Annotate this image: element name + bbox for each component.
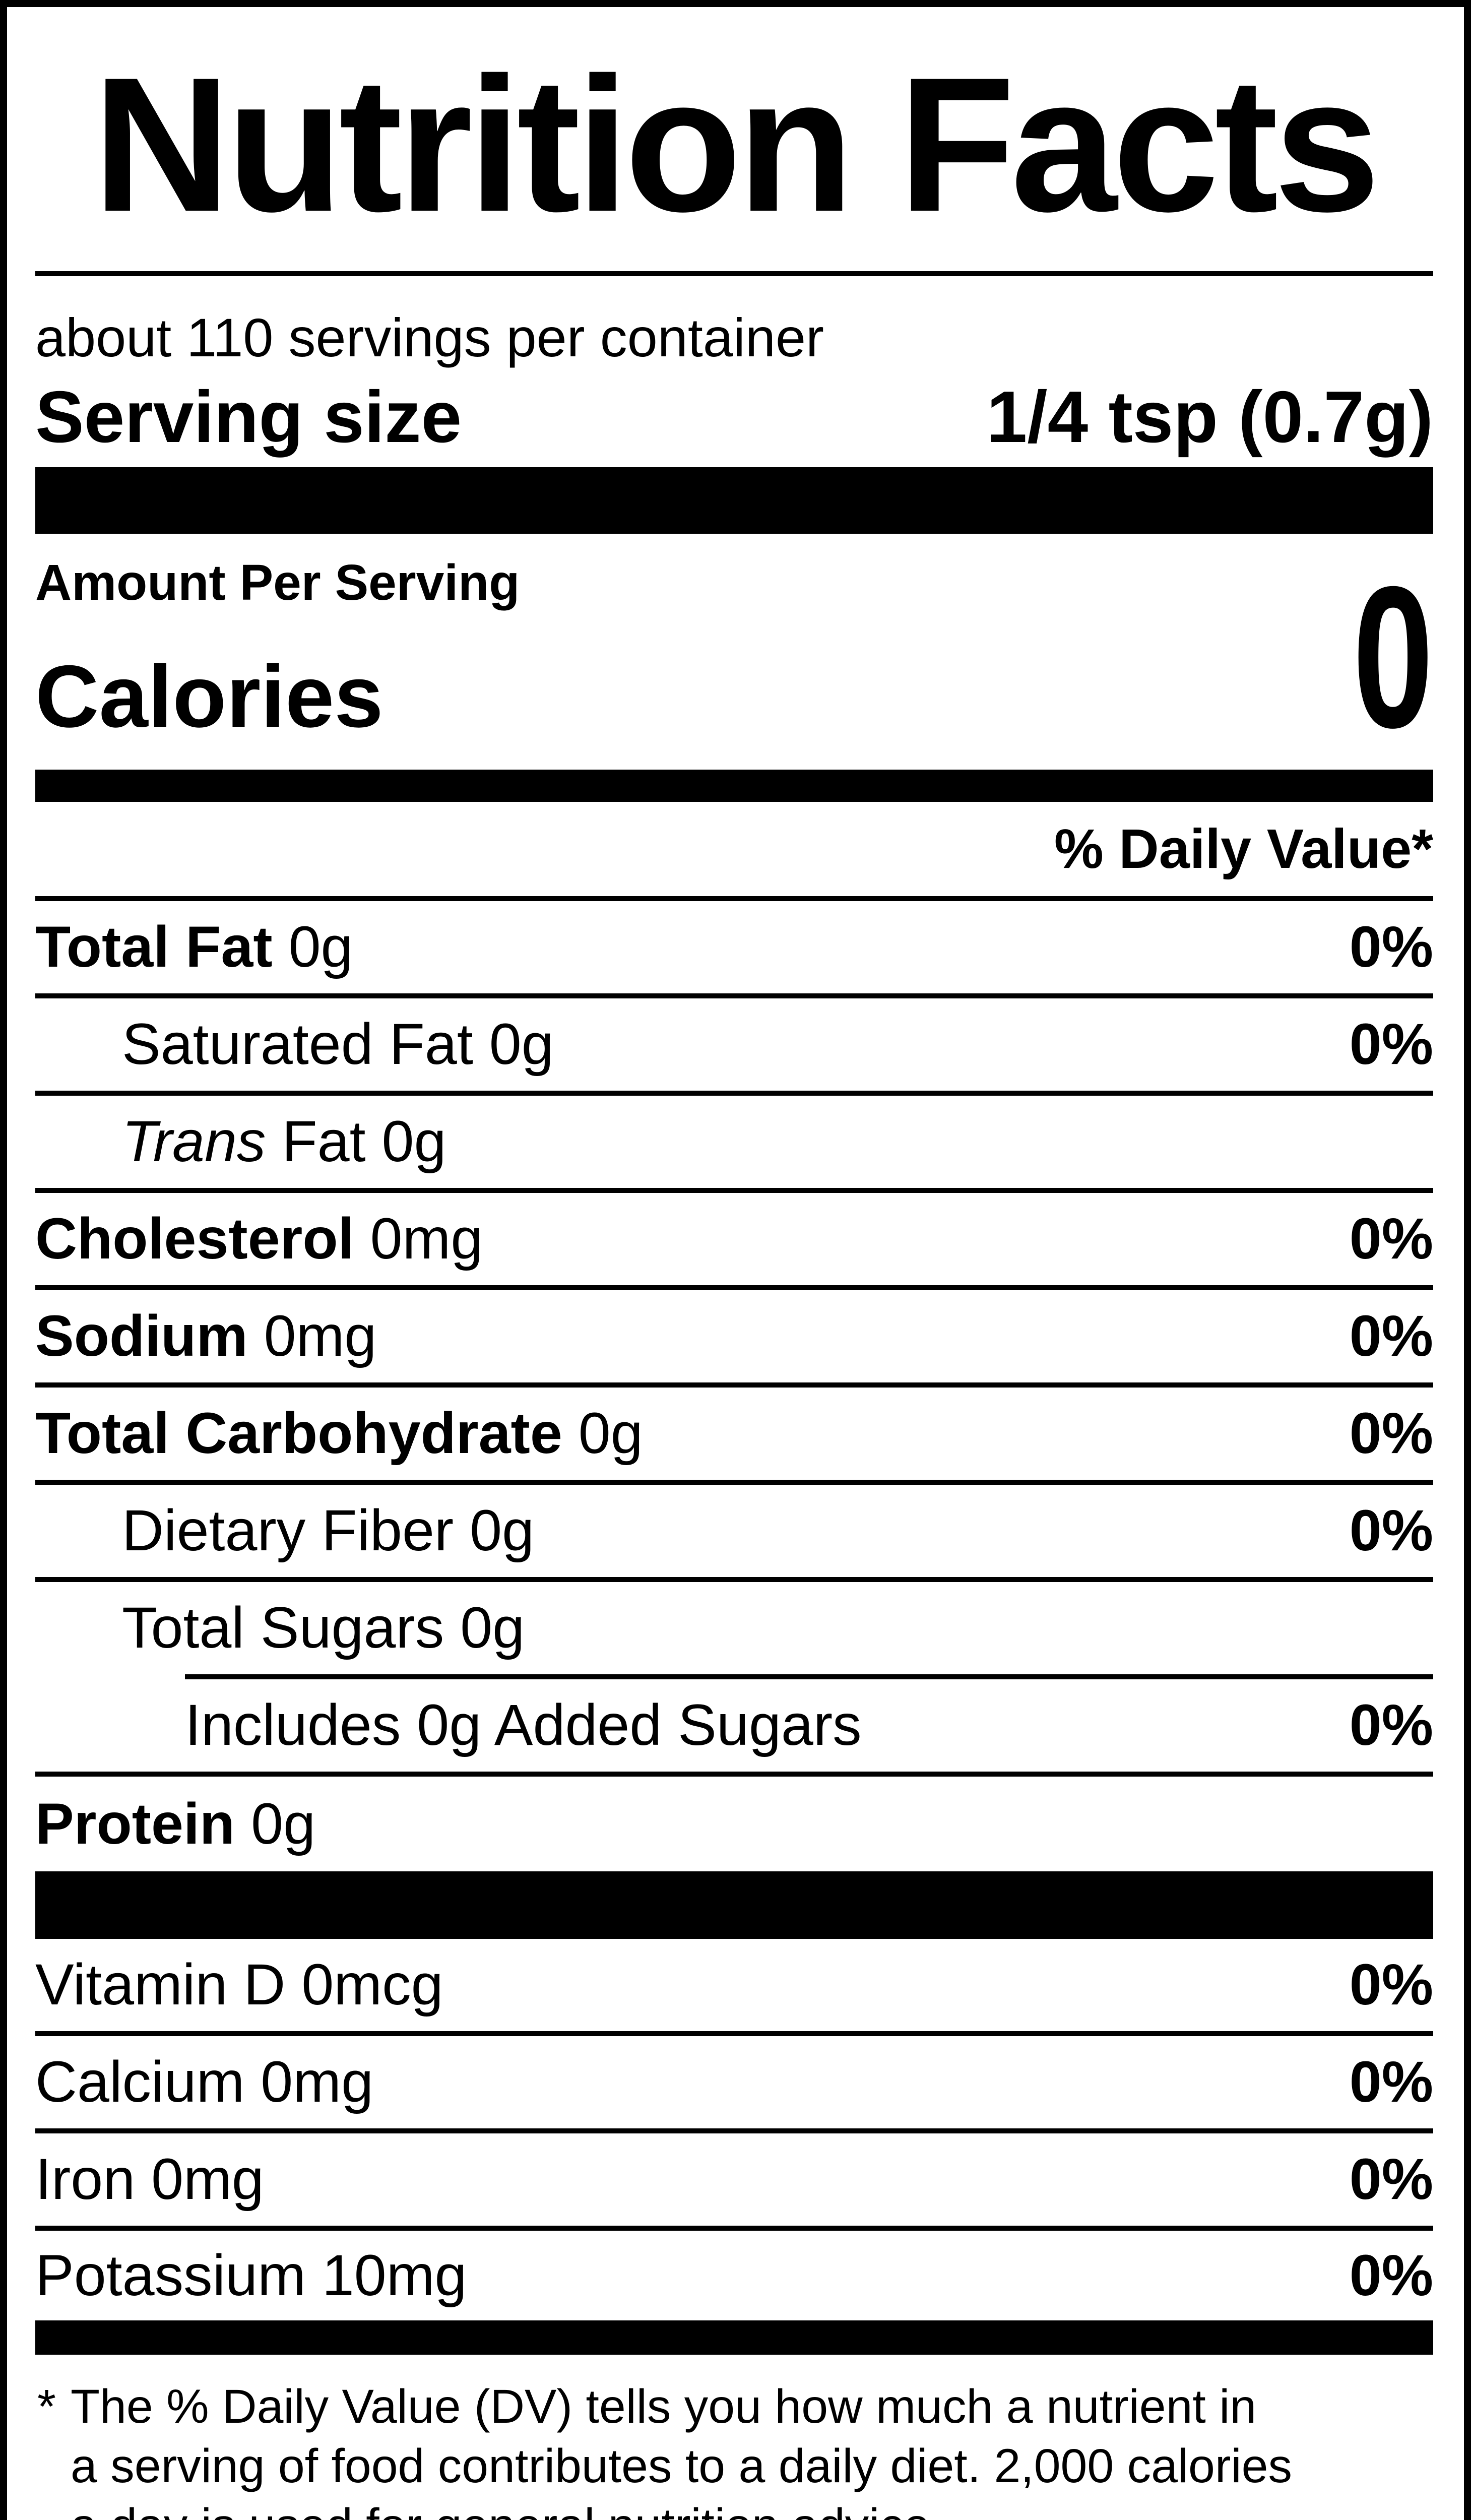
serving-size-value: 1/4 tsp (0.7g)	[986, 376, 1433, 458]
nutrient-name: Total Sugars 0g	[122, 1596, 525, 1660]
nutrient-row: Protein 0g	[35, 1777, 1433, 1871]
vitamin-pct: 0%	[1349, 2147, 1433, 2212]
vitamin-name: Calcium 0mg	[35, 2050, 374, 2114]
vitamin-pct: 0%	[1349, 2243, 1433, 2308]
daily-value-header: % Daily Value*	[35, 802, 1433, 901]
serving-size-label: Serving size	[35, 376, 462, 458]
nutrient-name: Sodium 0mg	[35, 1304, 377, 1368]
nutrient-row: Total Sugars 0g	[35, 1582, 1433, 1674]
nutrient-name: Trans Fat 0g	[122, 1109, 446, 1174]
thick-bar	[35, 467, 1433, 534]
daily-value-footnote: * The % Daily Value (DV) tells you how m…	[35, 2377, 1433, 2520]
nutrient-name: Saturated Fat 0g	[122, 1012, 554, 1077]
amount-per-serving-label: Amount Per Serving	[35, 554, 520, 611]
footnote-line: a day is used for general nutrition advi…	[35, 2496, 1433, 2520]
nutrient-row: Dietary Fiber 0g 0%	[35, 1485, 1433, 1582]
footnote-line: The % Daily Value (DV) tells you how muc…	[71, 2380, 1257, 2433]
title-divider	[35, 271, 1433, 276]
nutrient-row: Cholesterol 0mg 0%	[35, 1193, 1433, 1290]
calories-block: Amount Per Serving Calories 0	[35, 554, 1433, 758]
serving-size-row: Serving size 1/4 tsp (0.7g)	[35, 381, 1433, 454]
label-title: Nutrition Facts	[92, 37, 1380, 251]
servings-per-container: about 110 servings per container	[35, 307, 824, 368]
nutrient-pct: 0%	[1349, 1498, 1433, 1563]
nutrient-row: Trans Fat 0g	[35, 1096, 1433, 1193]
vitamin-pct: 0%	[1349, 2050, 1433, 2114]
nutrient-row: Total Fat 0g 0%	[35, 901, 1433, 998]
calories-value: 0	[1352, 544, 1433, 770]
nutrient-row: Saturated Fat 0g 0%	[35, 998, 1433, 1096]
vitamin-row: Calcium 0mg 0%	[35, 2036, 1433, 2133]
vitamin-name: Potassium 10mg	[35, 2243, 467, 2308]
nutrient-name: Cholesterol 0mg	[35, 1207, 483, 1271]
nutrient-row: Total Carbohydrate 0g 0%	[35, 1388, 1433, 1485]
calories-label: Calories	[35, 648, 383, 746]
nutrient-pct: 0%	[1349, 1304, 1433, 1368]
nutrient-name: Includes 0g Added Sugars	[185, 1693, 862, 1757]
footnote-line: a serving of food contributes to a daily…	[71, 2439, 1292, 2493]
thick-bar	[35, 1871, 1433, 1939]
vitamin-pct: 0%	[1349, 1952, 1433, 2017]
nutrient-pct: 0%	[1349, 915, 1433, 979]
vitamin-name: Vitamin D 0mcg	[35, 1952, 443, 2017]
nutrient-name: Protein 0g	[35, 1791, 316, 1856]
nutrient-name: Total Carbohydrate 0g	[35, 1401, 643, 1466]
nutrient-pct: 0%	[1349, 1401, 1433, 1466]
nutrient-pct: 0%	[1349, 1012, 1433, 1077]
nutrient-name: Total Fat 0g	[35, 915, 353, 979]
added-sugars-divider	[185, 1674, 1433, 1679]
vitamin-row: Iron 0mg 0%	[35, 2133, 1433, 2231]
vitamin-row: Vitamin D 0mcg 0%	[35, 1939, 1433, 2036]
thick-bar	[35, 2320, 1433, 2355]
vitamin-row: Potassium 10mg 0%	[35, 2231, 1433, 2320]
thick-bar	[35, 770, 1433, 802]
nutrient-row: Includes 0g Added Sugars 0%	[35, 1679, 1433, 1777]
nutrient-name: Dietary Fiber 0g	[122, 1498, 535, 1563]
footnote-asterisk: *	[37, 2380, 56, 2433]
nutrient-pct: 0%	[1349, 1693, 1433, 1757]
vitamin-name: Iron 0mg	[35, 2147, 264, 2212]
nutrient-row: Sodium 0mg 0%	[35, 1290, 1433, 1388]
nutrient-pct: 0%	[1349, 1207, 1433, 1271]
